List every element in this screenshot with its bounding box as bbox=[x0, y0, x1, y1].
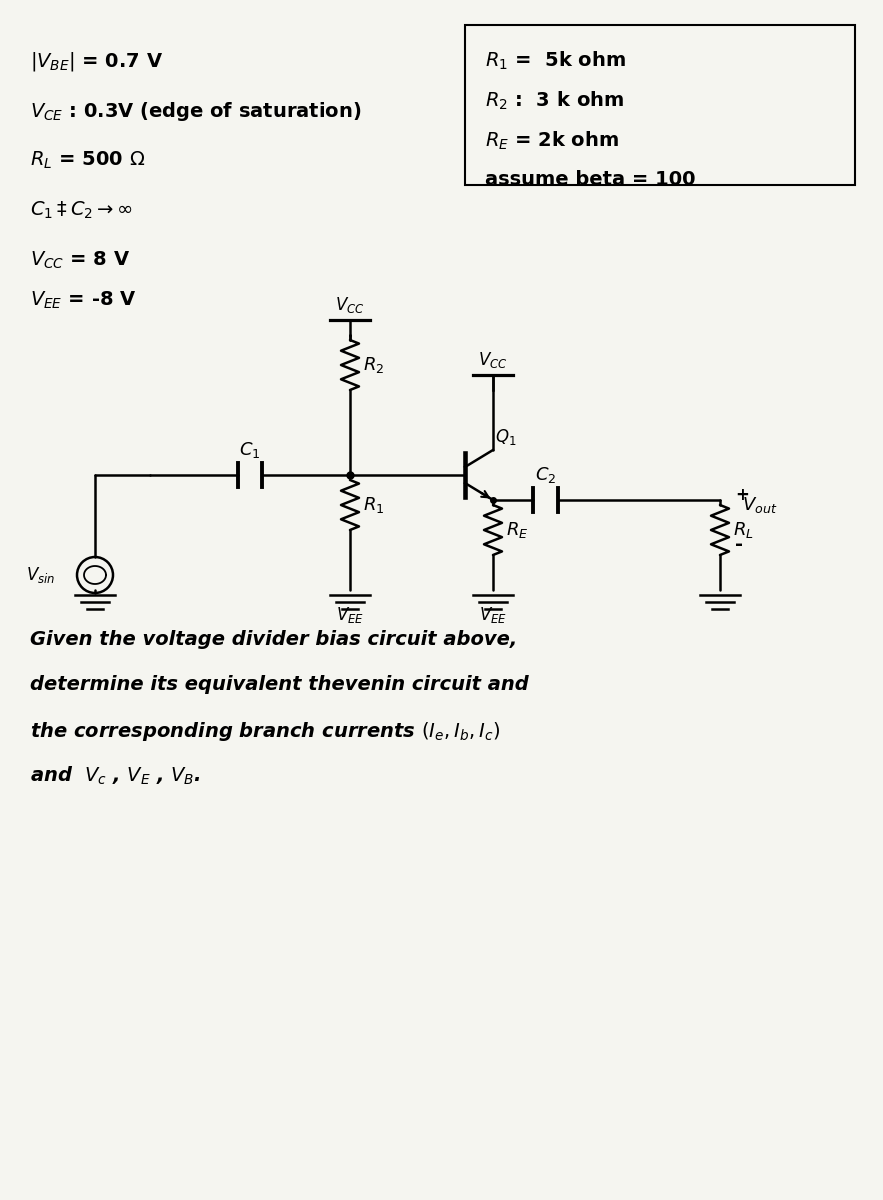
Text: $R_E$ = 2k ohm: $R_E$ = 2k ohm bbox=[485, 130, 619, 152]
Text: $R_1$: $R_1$ bbox=[363, 494, 384, 515]
Text: $V_{EE}$: $V_{EE}$ bbox=[479, 605, 507, 625]
Text: $Q_1$: $Q_1$ bbox=[495, 427, 517, 446]
Text: $R_1$ =  5k ohm: $R_1$ = 5k ohm bbox=[485, 50, 626, 72]
Text: $R_E$: $R_E$ bbox=[506, 520, 528, 540]
Text: $V_{sin}$: $V_{sin}$ bbox=[26, 565, 55, 584]
Text: Given the voltage divider bias circuit above,: Given the voltage divider bias circuit a… bbox=[30, 630, 517, 649]
Text: $V_{CC}$: $V_{CC}$ bbox=[336, 295, 365, 314]
Text: $C_2$: $C_2$ bbox=[535, 464, 556, 485]
Text: -: - bbox=[735, 535, 743, 554]
Text: +: + bbox=[735, 486, 749, 504]
Text: $V_{EE}$ = -8 V: $V_{EE}$ = -8 V bbox=[30, 290, 137, 311]
Text: $R_L$: $R_L$ bbox=[733, 520, 754, 540]
Text: $V_{EE}$: $V_{EE}$ bbox=[336, 605, 364, 625]
Text: determine its equivalent thevenin circuit and: determine its equivalent thevenin circui… bbox=[30, 674, 529, 694]
Text: $V_{CE}$ : 0.3V (edge of saturation): $V_{CE}$ : 0.3V (edge of saturation) bbox=[30, 100, 361, 122]
Text: $V_{CC}$: $V_{CC}$ bbox=[479, 350, 508, 370]
Text: $R_2$: $R_2$ bbox=[363, 355, 384, 374]
Text: $R_L$ = 500 $\Omega$: $R_L$ = 500 $\Omega$ bbox=[30, 150, 145, 172]
Text: $C_1 \ddagger C_2 \rightarrow \infty$: $C_1 \ddagger C_2 \rightarrow \infty$ bbox=[30, 200, 133, 221]
Text: assume beta = 100: assume beta = 100 bbox=[485, 170, 696, 188]
Text: $|V_{BE}|$ = 0.7 V: $|V_{BE}|$ = 0.7 V bbox=[30, 50, 163, 73]
Text: and  $V_c$ , $V_E$ , $V_B$.: and $V_c$ , $V_E$ , $V_B$. bbox=[30, 766, 200, 787]
Text: $C_1$: $C_1$ bbox=[239, 440, 260, 460]
Text: $V_{out}$: $V_{out}$ bbox=[742, 494, 777, 515]
Text: $R_2$ :  3 k ohm: $R_2$ : 3 k ohm bbox=[485, 90, 624, 113]
Text: $V_{CC}$ = 8 V: $V_{CC}$ = 8 V bbox=[30, 250, 130, 271]
Text: the corresponding branch currents $(I_e, I_b, I_c)$: the corresponding branch currents $(I_e,… bbox=[30, 720, 500, 743]
